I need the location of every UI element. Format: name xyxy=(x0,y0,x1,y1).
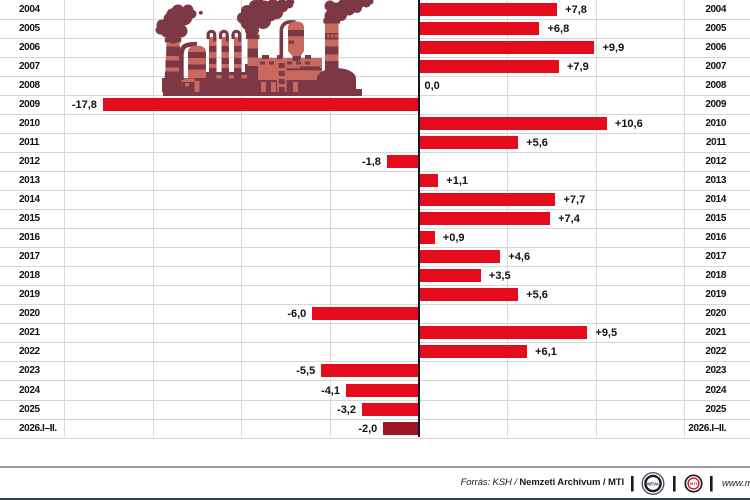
svg-text:MTVA: MTVA xyxy=(647,481,659,486)
svg-text:MTI: MTI xyxy=(690,481,697,486)
